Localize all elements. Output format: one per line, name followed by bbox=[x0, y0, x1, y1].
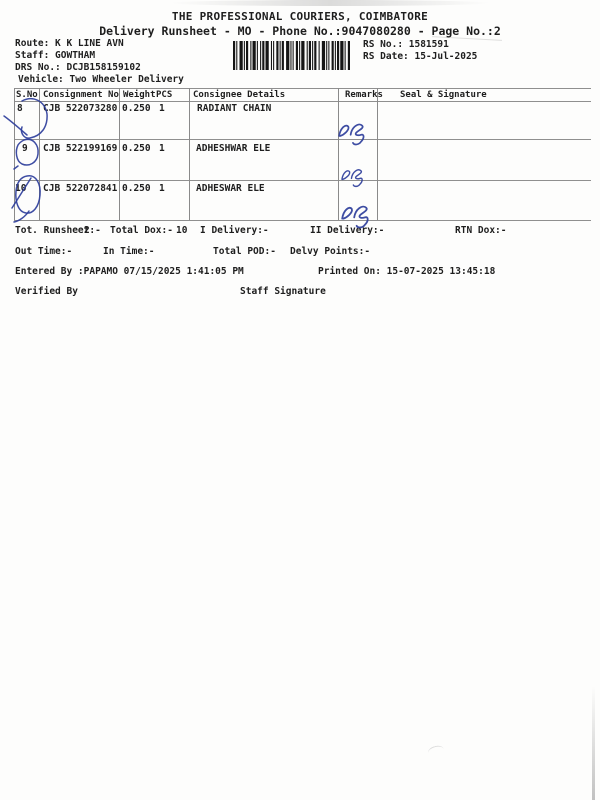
staff-signature-label: Staff Signature bbox=[240, 286, 326, 297]
table-row-sno: 8 bbox=[17, 103, 23, 114]
table-col-border-remarks bbox=[377, 88, 378, 220]
table-row-border-2 bbox=[14, 180, 591, 181]
entered-by-line: Entered By :PAPAMO 07/15/2025 1:41:05 PM bbox=[15, 266, 244, 277]
drs-no-line: DRS No.: DCJB158159102 bbox=[15, 62, 141, 73]
scan-artifact-smudge bbox=[427, 744, 445, 758]
handwritten-initials-2 bbox=[341, 169, 363, 188]
handwritten-circle-8 bbox=[3, 97, 48, 139]
company-title: THE PROFESSIONAL COURIERS, COIMBATORE bbox=[171, 10, 429, 23]
col-header-weight: Weight bbox=[123, 90, 156, 100]
table-row-border-1 bbox=[14, 139, 591, 140]
in-time-label: In Time:- bbox=[103, 246, 155, 257]
rs-no-line: RS No.: 1581591 bbox=[363, 39, 449, 50]
ii-delivery-label: II Delivery:- bbox=[310, 225, 385, 236]
table-row-weight: 0.250 bbox=[122, 103, 151, 114]
table-row-pcs: 1 bbox=[159, 103, 165, 114]
table-row-sno: 10 bbox=[15, 183, 27, 194]
delvy-points-label: Delvy Points:- bbox=[290, 246, 371, 257]
runsheet-subtitle: Delivery Runsheet - MO - Phone No.:90470… bbox=[99, 24, 501, 38]
table-col-border-sno bbox=[39, 88, 40, 220]
col-header-remarks: Remarks bbox=[345, 90, 383, 100]
table-col-border-consignment bbox=[119, 88, 120, 220]
i-delivery-label: I Delivery:- bbox=[200, 225, 269, 236]
table-row-pcs: 1 bbox=[159, 143, 165, 154]
rs-date-line: RS Date: 15-Jul-2025 bbox=[363, 51, 478, 62]
table-row-weight: 0.250 bbox=[122, 183, 151, 194]
table-row-consignee: RADIANT CHAIN bbox=[197, 103, 272, 114]
table-row-consignment: CJB 522072841 bbox=[43, 183, 118, 194]
table-col-border-left bbox=[14, 88, 15, 220]
table-row-pcs: 1 bbox=[159, 183, 165, 194]
tot-runsheet-label: Tot. Runsheet:- bbox=[15, 225, 101, 236]
table-row-consignee: ADHESWAR ELE bbox=[196, 183, 265, 194]
scan-artifact-right-edge bbox=[592, 686, 595, 800]
out-time-label: Out Time:- bbox=[15, 246, 73, 257]
table-row-consignee: ADHESHWAR ELE bbox=[196, 143, 271, 154]
vehicle-line: Vehicle: Two Wheeler Delivery bbox=[18, 74, 184, 85]
total-dox-label: Total Dox:- bbox=[110, 225, 173, 236]
col-header-pcs: PCS bbox=[156, 90, 173, 100]
route-line: Route: K K LINE AVN bbox=[15, 38, 124, 49]
col-header-consignment: Consignment No bbox=[43, 90, 119, 100]
tot-runsheet-value: 2 bbox=[84, 225, 90, 236]
table-row-consignment: CJB 522199169 bbox=[43, 143, 118, 154]
table-row-weight: 0.250 bbox=[122, 143, 151, 154]
table-bottom-border bbox=[14, 220, 591, 221]
scan-artifact-top bbox=[170, 0, 490, 6]
table-row-consignment: CJB 522073280 bbox=[43, 103, 118, 114]
table-header-border bbox=[14, 101, 591, 102]
rtn-dox-label: RTN Dox:- bbox=[455, 225, 507, 236]
total-pod-label: Total POD:- bbox=[213, 246, 276, 257]
printed-on-line: Printed On: 15-07-2025 13:45:18 bbox=[318, 266, 496, 277]
verified-by-label: Verified By bbox=[15, 286, 78, 297]
staff-line: Staff: GOWTHAM bbox=[15, 50, 96, 61]
table-col-border-consignee bbox=[338, 88, 339, 220]
barcode-icon bbox=[233, 41, 350, 70]
table-top-border bbox=[14, 88, 591, 89]
table-row-sno: 9 bbox=[22, 143, 28, 154]
col-header-sno: S.No bbox=[16, 90, 38, 100]
table-col-border-pcs bbox=[189, 88, 190, 220]
col-header-seal: Seal & Signature bbox=[400, 90, 487, 100]
handwritten-initials-1 bbox=[338, 123, 365, 146]
col-header-consignee: Consignee Details bbox=[193, 90, 286, 100]
total-dox-value: 10 bbox=[176, 225, 188, 236]
